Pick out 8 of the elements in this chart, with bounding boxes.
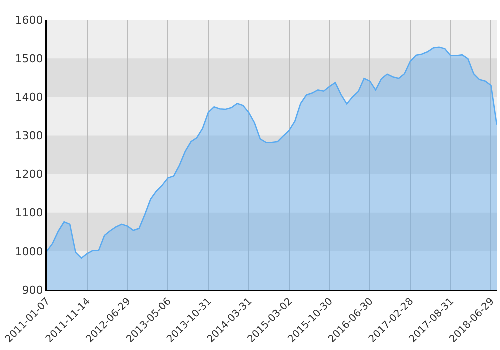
y-tick-label: 1100	[15, 206, 44, 220]
y-tick-label: 1300	[15, 130, 44, 143]
y-tick-label: 1000	[15, 245, 44, 258]
y-tick-label: 900	[22, 284, 44, 297]
y-tick-label: 1500	[15, 52, 44, 66]
y-tick-label: 1400	[15, 90, 44, 104]
y-tick-label: 1600	[15, 14, 44, 27]
y-tick-label: 1200	[15, 168, 44, 182]
